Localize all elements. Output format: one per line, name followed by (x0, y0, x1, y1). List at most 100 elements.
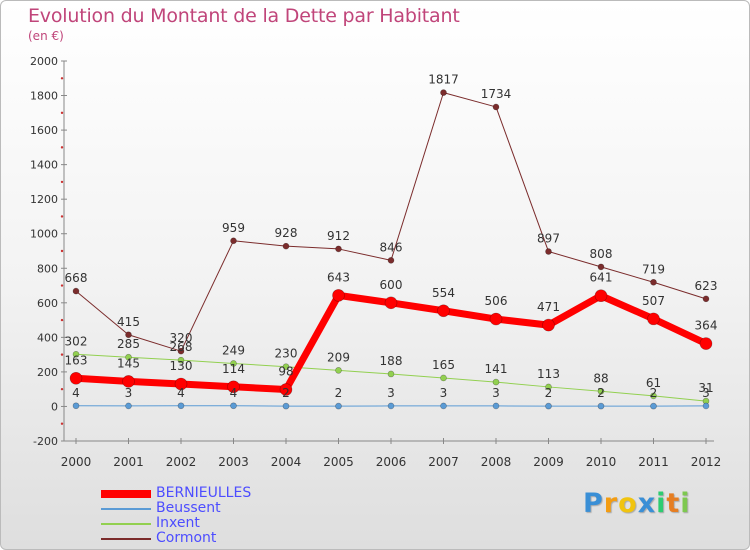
series-inxent (72, 350, 710, 405)
data-point-cormont (282, 242, 290, 250)
data-point-beussent (440, 402, 447, 410)
data-point-beussent (230, 402, 237, 410)
data-label-cormont: 623 (695, 279, 718, 293)
data-point-cormont (335, 245, 342, 253)
y-tick-label: 1000 (30, 228, 58, 241)
data-label-beussent: 3 (387, 386, 395, 400)
data-point-beussent (597, 402, 605, 410)
y-tick-label: 200 (37, 366, 58, 379)
data-label-beussent: 2 (545, 386, 553, 400)
data-point-inxent (597, 387, 605, 395)
data-label-inxent: 88 (593, 371, 608, 385)
logo-letter: i (656, 488, 667, 519)
data-label-beussent: 3 (492, 386, 500, 400)
y-minor-tick (60, 422, 64, 425)
data-point-cormont (597, 263, 605, 271)
data-point-cormont (387, 257, 395, 264)
data-point-inxent (72, 350, 80, 358)
chart-title: Evolution du Montant de la Dette par Hab… (28, 5, 460, 27)
data-point-beussent (72, 402, 80, 410)
data-point-inxent (230, 360, 237, 367)
data-point-cormont (492, 103, 500, 111)
x-tick-label: 2002 (166, 455, 197, 469)
data-label-beussent: 2 (650, 386, 658, 400)
data-point-cormont (177, 347, 185, 355)
data-label-beussent: 4 (230, 386, 238, 400)
data-label-inxent: 302 (65, 334, 88, 348)
data-label-bernieulles: 554 (432, 286, 455, 300)
data-point-cormont (230, 237, 237, 245)
x-tick-label: 2006 (376, 455, 407, 469)
data-point-inxent (545, 383, 552, 391)
data-label-bernieulles: 114 (222, 362, 245, 376)
x-tick-label: 2000 (61, 455, 92, 469)
data-label-bernieulles: 641 (590, 271, 613, 285)
y-minor-tick (60, 180, 64, 184)
data-label-inxent: 285 (117, 337, 140, 351)
data-label-beussent: 4 (72, 386, 80, 400)
x-tick-label: 2010 (586, 455, 617, 469)
x-tick-label: 2012 (691, 455, 722, 469)
legend-label: Cormont (156, 530, 217, 546)
data-label-bernieulles: 643 (327, 270, 350, 284)
data-point-inxent (125, 353, 132, 361)
y-tick-label: -200 (33, 435, 58, 448)
data-label-cormont: 846 (380, 240, 403, 254)
data-point-beussent (282, 402, 290, 410)
data-label-cormont: 959 (222, 221, 245, 235)
data-label-bernieulles: 506 (485, 294, 508, 308)
data-point-beussent (650, 402, 657, 410)
legend-swatch (101, 538, 151, 540)
data-label-inxent: 188 (380, 354, 403, 368)
data-label-beussent: 3 (440, 386, 448, 400)
data-point-bernieulles (122, 375, 135, 388)
data-point-cormont (650, 278, 657, 286)
legend-swatch (101, 523, 151, 525)
x-tick-label: 2004 (271, 455, 302, 469)
data-point-beussent (177, 402, 185, 410)
x-tick-label: 2009 (533, 455, 564, 469)
data-point-bernieulles (279, 383, 293, 396)
y-minor-tick (60, 249, 64, 253)
data-label-beussent: 4 (177, 386, 185, 400)
data-label-cormont: 668 (65, 271, 88, 285)
x-tick-label: 2008 (481, 455, 512, 469)
data-label-bernieulles: 364 (695, 319, 718, 333)
data-label-inxent: 141 (485, 362, 508, 376)
data-label-bernieulles: 471 (537, 300, 560, 314)
data-point-beussent (702, 402, 710, 410)
data-label-inxent: 165 (432, 358, 455, 372)
legend-swatch (101, 508, 151, 510)
series-cormont (72, 89, 710, 355)
y-tick-label: 400 (37, 331, 58, 344)
data-point-bernieulles (542, 318, 555, 332)
legend-swatch (101, 490, 151, 498)
data-label-inxent: 209 (327, 350, 350, 364)
data-label-inxent: 230 (275, 347, 298, 361)
data-label-inxent: 268 (170, 340, 193, 354)
data-label-cormont: 928 (275, 226, 298, 240)
x-tick-label: 2011 (638, 455, 669, 469)
proxiti-logo: Proxiti (583, 488, 691, 519)
y-minor-tick (60, 215, 64, 218)
data-point-bernieulles (384, 296, 398, 310)
logo-letter: x (637, 488, 657, 519)
data-point-inxent (177, 356, 185, 364)
data-point-inxent (282, 363, 290, 371)
legend-label: Inxent (156, 515, 200, 531)
data-label-bernieulles: 163 (65, 353, 88, 367)
data-label-beussent: 2 (282, 386, 290, 400)
series-beussent (72, 402, 710, 410)
y-minor-tick (60, 146, 64, 149)
data-point-bernieulles (69, 371, 83, 385)
series-line-cormont (75, 92, 707, 352)
data-label-inxent: 249 (222, 343, 245, 357)
data-point-bernieulles (699, 337, 713, 350)
data-point-bernieulles (594, 289, 608, 303)
data-label-bernieulles: 98 (278, 365, 293, 379)
data-point-bernieulles (489, 312, 503, 326)
data-label-beussent: 2 (335, 386, 343, 400)
data-point-inxent (650, 392, 657, 400)
y-tick-label: 600 (37, 297, 58, 310)
data-point-inxent (492, 378, 500, 386)
